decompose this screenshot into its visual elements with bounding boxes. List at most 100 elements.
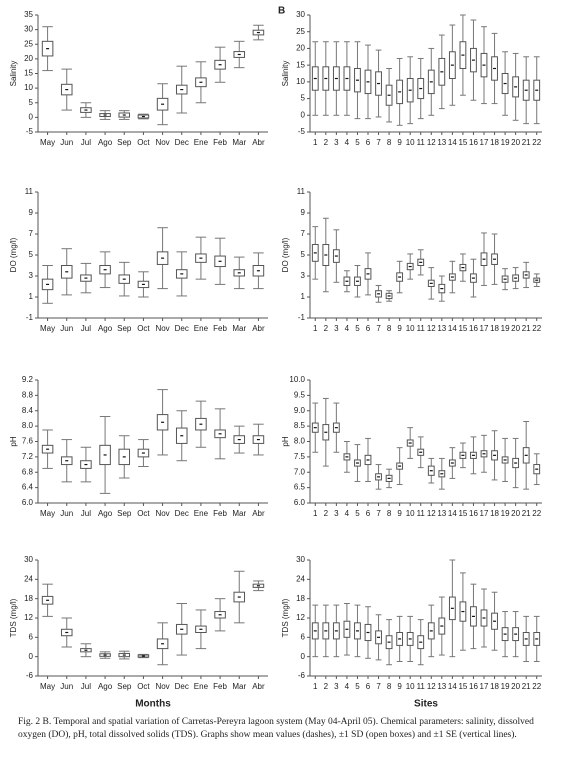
x-tick-label: 7 bbox=[376, 509, 381, 518]
x-tick-label: 2 bbox=[324, 138, 329, 147]
x-tick-label: May bbox=[40, 324, 55, 333]
x-tick-label: Feb bbox=[213, 324, 227, 333]
y-tick-label: 9.2 bbox=[22, 375, 34, 384]
x-tick-label: 14 bbox=[448, 138, 457, 147]
y-tick-label: 30 bbox=[296, 555, 305, 564]
x-tick-label: Abr bbox=[252, 509, 265, 518]
x-tick-label: 16 bbox=[469, 682, 478, 691]
x-tick-label: Feb bbox=[213, 682, 227, 691]
x-tick-label: 1 bbox=[313, 324, 318, 333]
x-tick-label: 14 bbox=[448, 682, 457, 691]
x-tick-label: 17 bbox=[480, 138, 489, 147]
x-tick-label: 21 bbox=[522, 682, 531, 691]
x-tick-label: 12 bbox=[427, 682, 436, 691]
x-tick-label: Mar bbox=[232, 324, 246, 333]
x-tick-label: 22 bbox=[532, 682, 541, 691]
x-tick-label: Sep bbox=[117, 138, 132, 147]
x-tick-label: 11 bbox=[417, 682, 426, 691]
y-tick-label: 18 bbox=[24, 594, 33, 603]
x-tick-label: Dec bbox=[175, 324, 189, 333]
y-tick-label: 0 bbox=[29, 112, 34, 121]
y-axis-label: pH bbox=[9, 436, 18, 446]
x-tick-label: 6 bbox=[366, 682, 371, 691]
y-tick-label: 6.8 bbox=[22, 467, 34, 476]
x-tick-label: 11 bbox=[417, 509, 426, 518]
x-tick-label: Dec bbox=[175, 509, 189, 518]
x-tick-label: 18 bbox=[490, 138, 499, 147]
x-tick-label: 8 bbox=[387, 138, 392, 147]
x-tick-label: Ene bbox=[194, 324, 209, 333]
x-tick-label: 1 bbox=[313, 138, 318, 147]
y-tick-label: -5 bbox=[298, 127, 306, 136]
x-tick-label: 20 bbox=[511, 138, 520, 147]
x-tick-label: Ago bbox=[98, 682, 113, 691]
y-tick-label: 20 bbox=[296, 44, 305, 53]
y-tick-label: 0 bbox=[301, 652, 306, 661]
x-tick-label: 12 bbox=[427, 138, 436, 147]
panel-label: B bbox=[278, 6, 285, 17]
x-tick-label: Ene bbox=[194, 138, 209, 147]
x-tick-label: 15 bbox=[458, 509, 467, 518]
x-tick-label: 4 bbox=[345, 138, 350, 147]
y-tick-label: 7 bbox=[301, 229, 306, 238]
x-tick-label: 5 bbox=[355, 509, 360, 518]
x-tick-label: Ene bbox=[194, 682, 209, 691]
x-tick-label: Oct bbox=[137, 324, 150, 333]
x-tick-label: 5 bbox=[355, 682, 360, 691]
y-tick-label: 0 bbox=[301, 110, 306, 119]
y-tick-label: 11 bbox=[25, 187, 34, 196]
x-tick-label: 20 bbox=[511, 324, 520, 333]
y-tick-label: 8.8 bbox=[22, 390, 34, 399]
y-axis-label: DO (mg/l) bbox=[281, 237, 290, 272]
x-tick-label: 2 bbox=[324, 324, 329, 333]
x-tick-label: 8 bbox=[387, 682, 392, 691]
x-tick-label: Abr bbox=[252, 324, 265, 333]
x-tick-label: 12 bbox=[427, 509, 436, 518]
x-tick-label: Abr bbox=[252, 682, 265, 691]
y-tick-label: 6.0 bbox=[22, 498, 34, 507]
x-tick-label: Sep bbox=[117, 682, 132, 691]
y-tick-label: -6 bbox=[298, 671, 306, 680]
y-tick-label: -1 bbox=[26, 313, 34, 322]
x-tick-label: 20 bbox=[511, 509, 520, 518]
x-tick-label: 19 bbox=[501, 682, 510, 691]
x-tick-label: 10 bbox=[406, 138, 415, 147]
x-tick-label: Ago bbox=[98, 509, 113, 518]
x-tick-label: Jun bbox=[60, 324, 73, 333]
y-tick-label: 7.6 bbox=[22, 437, 34, 446]
y-tick-label: 8.4 bbox=[22, 406, 34, 415]
x-tick-label: Ago bbox=[98, 324, 113, 333]
x-tick-label: 15 bbox=[458, 324, 467, 333]
x-tick-label: 9 bbox=[397, 138, 402, 147]
x-tick-label: 7 bbox=[376, 324, 381, 333]
y-tick-label: 5 bbox=[29, 250, 34, 259]
y-tick-label: 8.5 bbox=[294, 421, 306, 430]
x-tick-label: 11 bbox=[417, 324, 426, 333]
x-tick-label: 15 bbox=[458, 138, 467, 147]
y-axis-label: TDS (mg/l) bbox=[281, 598, 290, 637]
x-tick-label: 14 bbox=[448, 509, 457, 518]
y-tick-label: -1 bbox=[298, 313, 306, 322]
y-tick-label: 7.2 bbox=[22, 452, 34, 461]
x-tick-label: May bbox=[40, 509, 55, 518]
y-tick-label: 25 bbox=[296, 27, 305, 36]
y-tick-label: 9.0 bbox=[294, 406, 306, 415]
x-tick-label: 18 bbox=[490, 509, 499, 518]
y-tick-label: -6 bbox=[26, 671, 34, 680]
y-axis-label: Salinity bbox=[281, 61, 290, 87]
x-tick-label: 6 bbox=[366, 509, 371, 518]
x-tick-label: 7 bbox=[376, 138, 381, 147]
x-tick-label: 19 bbox=[501, 509, 510, 518]
y-tick-label: 6 bbox=[29, 632, 34, 641]
x-tick-label: 7 bbox=[376, 682, 381, 691]
x-tick-label: Jun bbox=[60, 682, 73, 691]
y-tick-label: 25 bbox=[24, 39, 33, 48]
x-tick-label: 5 bbox=[355, 324, 360, 333]
x-tick-label: 3 bbox=[334, 682, 339, 691]
y-tick-label: 10.0 bbox=[289, 375, 305, 384]
y-tick-label: -5 bbox=[26, 127, 34, 136]
x-tick-label: Oct bbox=[137, 509, 150, 518]
y-tick-label: 6.4 bbox=[22, 483, 34, 492]
